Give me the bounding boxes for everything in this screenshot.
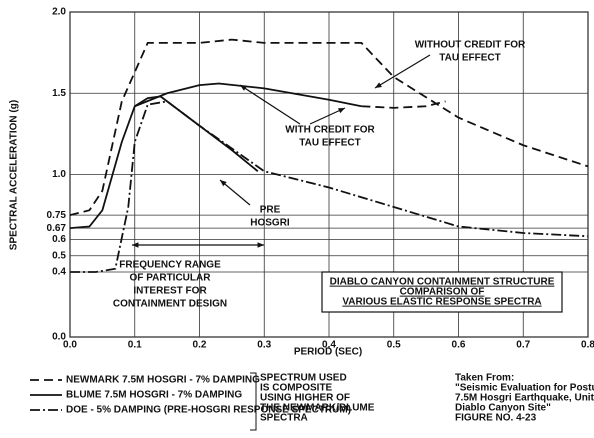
y-tick-label: 0.67 xyxy=(47,223,67,234)
source-text: Taken From: xyxy=(455,373,514,384)
y-tick-label: 0.4 xyxy=(52,267,66,278)
x-tick-label: 0.1 xyxy=(128,340,142,351)
series-line xyxy=(134,82,362,108)
note-text: THE NEWMARK/BLUME xyxy=(260,403,375,414)
y-axis-label: SPECTRAL ACCELERATION (g) xyxy=(9,100,20,250)
annotation: FREQUENCY RANGE xyxy=(119,260,221,271)
x-tick-label: 0.2 xyxy=(193,340,207,351)
annotation: HOSGRI xyxy=(250,218,290,229)
y-tick-label: 0.0 xyxy=(52,332,66,343)
box-text: DIABLO CANYON CONTAINMENT STRUCTURE xyxy=(330,277,555,288)
series-line xyxy=(361,100,446,109)
note-text: USING HIGHER OF xyxy=(260,393,350,404)
x-tick-label: 0.4 xyxy=(322,340,336,351)
annotation: INTEREST FOR xyxy=(133,286,207,297)
arrow-head xyxy=(375,82,382,88)
source-text: "Seismic Evaluation for Postulated xyxy=(455,383,594,394)
y-tick-label: 0.6 xyxy=(52,234,66,245)
x-tick-label: 0.6 xyxy=(452,340,466,351)
legend-label: BLUME 7.5M HOSGRI - 7% DAMPING xyxy=(66,390,242,401)
source-text: Diablo Canyon Site" xyxy=(455,403,551,414)
note-text: SPECTRA xyxy=(260,413,308,424)
arrow xyxy=(219,179,251,206)
annotation: PRE xyxy=(260,205,281,216)
arrow-head xyxy=(220,180,227,187)
y-tick-label: 1.0 xyxy=(52,169,66,180)
arrow-head xyxy=(257,242,264,248)
note-text: IS COMPOSITE xyxy=(260,383,333,394)
y-tick-label: 0.75 xyxy=(47,210,67,221)
annotation: OF PARTICULAR xyxy=(130,273,212,284)
x-tick-label: 0.3 xyxy=(257,340,271,351)
series-line xyxy=(70,100,589,273)
x-axis-label: PERIOD (SEC) xyxy=(294,347,362,358)
legend-label: DOE - 5% DAMPING (PRE-HOSGRI RESPONSE SP… xyxy=(66,405,351,416)
arrow xyxy=(239,84,301,125)
annotation: TAU EFFECT xyxy=(299,138,360,149)
series-line xyxy=(69,95,259,230)
x-tick-label: 0.5 xyxy=(387,340,401,351)
arrow-head xyxy=(240,85,247,91)
annotation: TAU EFFECT xyxy=(439,53,500,64)
info-box xyxy=(321,271,563,313)
annotation: CONTAINMENT DESIGN xyxy=(113,299,227,310)
arrow-head xyxy=(132,242,139,248)
y-tick-label: 2.0 xyxy=(52,7,66,18)
arrow-head xyxy=(338,108,345,114)
y-tick-label: 0.5 xyxy=(52,250,66,261)
x-tick-label: 0.8 xyxy=(581,340,594,351)
box-text: COMPARISON OF xyxy=(400,287,485,298)
box-text: VARIOUS ELASTIC RESPONSE SPECTRA xyxy=(342,297,541,308)
note-text: SPECTRUM USED xyxy=(260,373,347,384)
annotation: WITHOUT CREDIT FOR xyxy=(415,40,526,51)
annotation: WITH CREDIT FOR xyxy=(285,125,375,136)
x-tick-label: 0.7 xyxy=(516,340,530,351)
arrow xyxy=(374,54,431,89)
brace xyxy=(250,372,257,431)
legend-label: NEWMARK 7.5M HOSGRI - 7% DAMPING xyxy=(66,375,260,386)
source-text: 7.5M Hosgri Earthquake, Units 1 & 2 xyxy=(455,393,594,404)
source-text: FIGURE NO. 4-23 xyxy=(455,413,537,424)
x-tick-label: 0.0 xyxy=(63,340,77,351)
series-line xyxy=(69,38,589,216)
y-tick-label: 1.5 xyxy=(52,88,66,99)
